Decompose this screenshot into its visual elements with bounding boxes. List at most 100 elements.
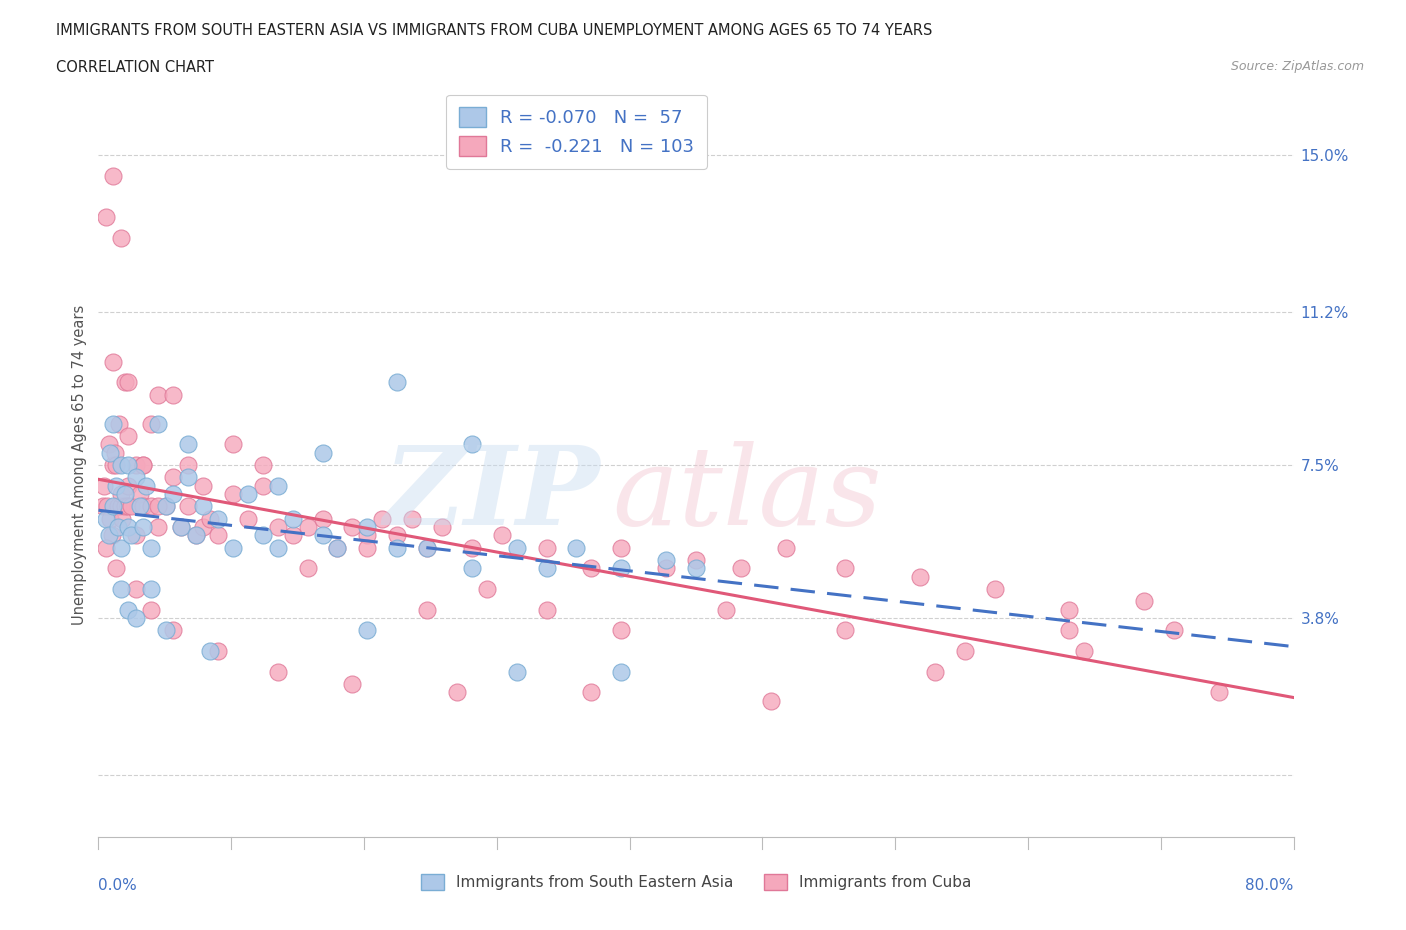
Point — [252, 458, 274, 472]
Point — [655, 561, 678, 576]
Point — [401, 512, 423, 526]
Point — [311, 512, 333, 526]
Text: 80.0%: 80.0% — [1246, 878, 1294, 893]
Point — [685, 561, 707, 576]
Point — [111, 512, 134, 526]
Point — [155, 498, 177, 513]
Point — [416, 540, 439, 555]
Point — [356, 528, 378, 543]
Point — [177, 470, 200, 485]
Point — [110, 458, 132, 472]
Point — [416, 540, 439, 555]
Point — [610, 623, 633, 638]
Point — [461, 540, 484, 555]
Point — [162, 623, 184, 638]
Point — [139, 540, 162, 555]
Point — [103, 168, 125, 183]
Point — [267, 520, 290, 535]
Point — [91, 498, 114, 513]
Point — [385, 540, 409, 555]
Point — [132, 520, 155, 535]
Point — [120, 528, 142, 543]
Point — [385, 528, 409, 543]
Point — [281, 528, 304, 543]
Text: atlas: atlas — [613, 441, 882, 549]
Point — [834, 623, 856, 638]
Point — [110, 231, 132, 246]
Text: Source: ZipAtlas.com: Source: ZipAtlas.com — [1230, 60, 1364, 73]
Point — [110, 540, 132, 555]
Point — [125, 458, 148, 472]
Point — [252, 528, 274, 543]
Point — [191, 520, 214, 535]
Point — [103, 498, 125, 513]
Point — [356, 623, 378, 638]
Point — [252, 478, 274, 493]
Point — [135, 478, 157, 493]
Point — [1163, 623, 1185, 638]
Point — [222, 437, 245, 452]
Point — [162, 387, 184, 402]
Point — [924, 664, 946, 679]
Point — [139, 498, 162, 513]
Point — [655, 552, 678, 567]
Point — [139, 417, 162, 432]
Point — [685, 552, 707, 567]
Point — [536, 561, 558, 576]
Point — [200, 644, 222, 658]
Point — [132, 458, 155, 472]
Point — [169, 520, 191, 535]
Point — [105, 561, 128, 576]
Point — [191, 498, 214, 513]
Point — [110, 498, 132, 513]
Point — [117, 429, 139, 444]
Point — [125, 581, 148, 596]
Point — [155, 623, 177, 638]
Point — [94, 540, 117, 555]
Point — [93, 478, 115, 493]
Point — [267, 664, 290, 679]
Point — [103, 354, 125, 369]
Point — [97, 437, 120, 452]
Text: 0.0%: 0.0% — [98, 878, 138, 893]
Point — [297, 520, 319, 535]
Point — [311, 528, 333, 543]
Point — [371, 512, 394, 526]
Point — [984, 581, 1007, 596]
Point — [446, 684, 468, 699]
Point — [117, 458, 139, 472]
Point — [110, 486, 132, 501]
Point — [162, 470, 184, 485]
Point — [565, 540, 588, 555]
Point — [148, 498, 170, 513]
Point — [177, 498, 200, 513]
Point — [96, 498, 118, 513]
Point — [177, 458, 200, 472]
Point — [103, 417, 125, 432]
Point — [759, 693, 782, 708]
Point — [117, 478, 139, 493]
Point — [610, 540, 633, 555]
Point — [461, 561, 484, 576]
Point — [148, 417, 170, 432]
Point — [326, 540, 349, 555]
Point — [191, 478, 214, 493]
Point — [105, 458, 128, 472]
Point — [267, 540, 290, 555]
Point — [342, 520, 364, 535]
Point — [1133, 594, 1156, 609]
Point — [132, 498, 155, 513]
Point — [162, 486, 184, 501]
Point — [177, 437, 200, 452]
Point — [775, 540, 797, 555]
Point — [184, 528, 207, 543]
Point — [103, 458, 125, 472]
Point — [120, 498, 142, 513]
Point — [908, 569, 931, 584]
Point — [117, 603, 139, 618]
Point — [581, 684, 603, 699]
Point — [536, 540, 558, 555]
Point — [104, 445, 127, 460]
Point — [100, 445, 122, 460]
Point — [184, 528, 207, 543]
